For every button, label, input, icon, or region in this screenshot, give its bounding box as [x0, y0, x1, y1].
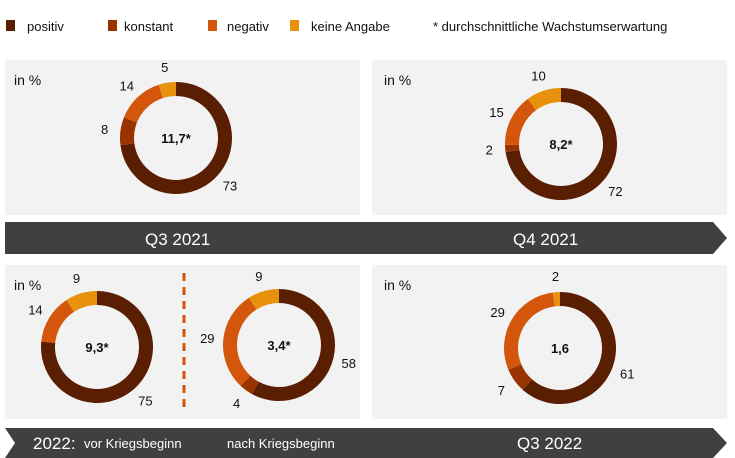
data-label: 7: [498, 383, 505, 398]
center-label: 8,2*: [549, 137, 573, 152]
donut-segment-positiv: [252, 289, 335, 402]
data-label: 72: [608, 184, 622, 199]
legend-swatch-keine-angabe: [290, 20, 299, 31]
data-label: 9: [255, 269, 262, 284]
center-label: 11,7*: [161, 131, 192, 146]
banner-2022: [5, 428, 727, 458]
data-label: 29: [490, 305, 504, 320]
donut-segment-konstant: [505, 144, 520, 152]
data-label: 10: [531, 69, 545, 84]
unit-label: in %: [14, 277, 41, 293]
legend: positiv konstant negativ keine Angabe * …: [6, 19, 667, 34]
donut-segment-negativ: [223, 297, 257, 386]
legend-label-konstant: konstant: [124, 19, 174, 34]
legend-label-negativ: negativ: [227, 19, 269, 34]
banner-2022-prefix: 2022:: [33, 434, 76, 453]
donut-segment-negativ: [123, 84, 164, 123]
donut-segment-konstant: [120, 117, 137, 146]
donut-segment-konstant: [240, 375, 259, 395]
data-label: 5: [161, 60, 168, 75]
legend-swatch-negativ: [208, 20, 217, 31]
legend-swatch-konstant: [108, 20, 117, 31]
unit-label: in %: [14, 72, 41, 88]
unit-label: in %: [384, 277, 411, 293]
banner-q3-2022: Q3 2022: [517, 434, 582, 453]
center-label: 9,3*: [85, 340, 109, 355]
donut-segment-keine-angabe: [66, 291, 97, 312]
banner-vor-kriegsbeginn: vor Kriegsbeginn: [84, 436, 182, 451]
data-label: 61: [620, 367, 634, 382]
donut-segment-negativ: [505, 98, 537, 145]
banner-nach-kriegsbeginn: nach Kriegsbeginn: [227, 436, 335, 451]
center-label: 3,4*: [267, 338, 291, 353]
data-label: 9: [73, 271, 80, 286]
donut-segment-keine-angabe: [158, 82, 176, 99]
donut-segment-keine-angabe: [552, 292, 560, 307]
data-label: 2: [486, 143, 493, 158]
banner-2021: [5, 222, 727, 254]
unit-label: in %: [384, 72, 411, 88]
legend-swatch-positiv: [6, 20, 15, 31]
donut-segment-keine-angabe: [527, 88, 561, 111]
donut-segment-keine-angabe: [248, 289, 279, 310]
legend-label-keine-angabe: keine Angabe: [311, 19, 390, 34]
legend-label-positiv: positiv: [27, 19, 64, 34]
data-label: 14: [28, 303, 42, 318]
data-label: 14: [119, 79, 133, 94]
banner-q3-2021: Q3 2021: [145, 230, 210, 249]
data-label: 29: [200, 331, 214, 346]
banner-q4-2021: Q4 2021: [513, 230, 578, 249]
data-label: 58: [342, 356, 356, 371]
data-label: 4: [233, 396, 240, 411]
data-label: 8: [101, 122, 108, 137]
data-label: 2: [552, 269, 559, 284]
donut-segment-negativ: [41, 300, 75, 343]
donut-segment-positiv: [522, 292, 617, 404]
center-label: 1,6: [551, 341, 569, 356]
data-label: 75: [138, 393, 152, 408]
donut-segment-konstant: [508, 364, 532, 390]
legend-note: * durchschnittliche Wachstumserwartung: [433, 19, 667, 34]
donut-group: 73814511,7*72215108,2*751499,3*5842993,4…: [28, 60, 634, 411]
data-label: 73: [223, 179, 237, 194]
donut-segment-negativ: [504, 292, 555, 370]
data-label: 15: [489, 105, 503, 120]
